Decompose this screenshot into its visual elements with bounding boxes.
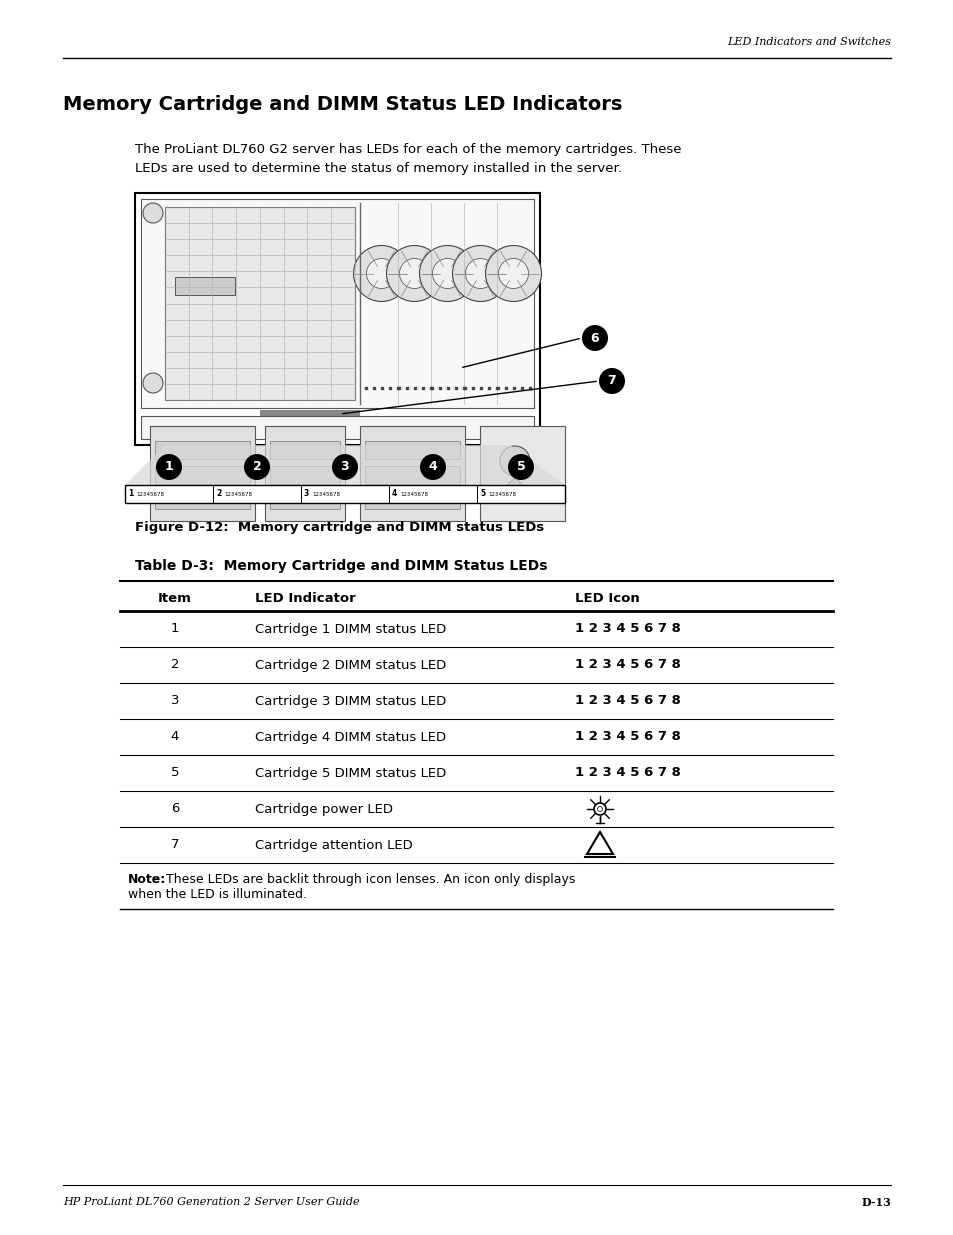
Text: Figure D-12:  Memory cartridge and DIMM status LEDs: Figure D-12: Memory cartridge and DIMM s… xyxy=(135,521,543,534)
Text: 1 2 3 4 5 6 7 8: 1 2 3 4 5 6 7 8 xyxy=(575,767,680,779)
Circle shape xyxy=(581,325,607,351)
Text: Item: Item xyxy=(158,592,192,604)
Text: 1: 1 xyxy=(171,622,179,636)
Bar xyxy=(359,426,464,521)
Circle shape xyxy=(452,246,508,301)
Bar xyxy=(165,207,355,400)
Text: 12345678: 12345678 xyxy=(224,492,252,496)
Text: Table D-3:  Memory Cartridge and DIMM Status LEDs: Table D-3: Memory Cartridge and DIMM Sta… xyxy=(135,559,547,573)
Bar xyxy=(141,416,534,438)
Circle shape xyxy=(597,806,602,811)
Text: 4: 4 xyxy=(428,461,436,473)
Circle shape xyxy=(485,246,541,301)
Bar xyxy=(265,426,345,521)
Text: 12345678: 12345678 xyxy=(399,492,428,496)
Text: Memory Cartridge and DIMM Status LED Indicators: Memory Cartridge and DIMM Status LED Ind… xyxy=(63,95,621,114)
Circle shape xyxy=(499,446,530,475)
Text: 3: 3 xyxy=(304,489,309,499)
Text: 7: 7 xyxy=(607,374,616,388)
Circle shape xyxy=(156,454,182,480)
Bar xyxy=(260,410,359,417)
Text: LED Icon: LED Icon xyxy=(575,592,639,604)
Circle shape xyxy=(419,454,446,480)
Text: 2: 2 xyxy=(253,461,261,473)
Text: Cartridge attention LED: Cartridge attention LED xyxy=(254,839,413,851)
Circle shape xyxy=(143,373,163,393)
Circle shape xyxy=(399,258,429,289)
Text: Cartridge 1 DIMM status LED: Cartridge 1 DIMM status LED xyxy=(254,622,446,636)
Bar xyxy=(270,441,339,459)
Text: LED Indicator: LED Indicator xyxy=(254,592,355,604)
Circle shape xyxy=(354,246,409,301)
Text: 3: 3 xyxy=(171,694,179,708)
Bar xyxy=(479,426,564,521)
Text: 4: 4 xyxy=(171,730,179,743)
Text: 3: 3 xyxy=(340,461,349,473)
Text: Note:: Note: xyxy=(128,873,166,885)
Circle shape xyxy=(498,258,528,289)
Polygon shape xyxy=(586,832,613,853)
Text: Cartridge 5 DIMM status LED: Cartridge 5 DIMM status LED xyxy=(254,767,446,779)
Text: Cartridge 2 DIMM status LED: Cartridge 2 DIMM status LED xyxy=(254,658,446,672)
Text: LEDs are used to determine the status of memory installed in the server.: LEDs are used to determine the status of… xyxy=(135,162,621,175)
Circle shape xyxy=(143,203,163,224)
Bar xyxy=(154,466,250,484)
Text: 6: 6 xyxy=(171,803,179,815)
Text: Cartridge 3 DIMM status LED: Cartridge 3 DIMM status LED xyxy=(254,694,446,708)
Bar xyxy=(270,466,339,484)
Text: 1 2 3 4 5 6 7 8: 1 2 3 4 5 6 7 8 xyxy=(575,658,680,672)
Bar xyxy=(365,492,459,509)
Text: HP ProLiant DL760 Generation 2 Server User Guide: HP ProLiant DL760 Generation 2 Server Us… xyxy=(63,1197,359,1207)
Text: Cartridge power LED: Cartridge power LED xyxy=(254,803,393,815)
Bar xyxy=(125,485,564,503)
Text: 2: 2 xyxy=(171,658,179,672)
Text: 4: 4 xyxy=(392,489,396,499)
Circle shape xyxy=(386,246,442,301)
Text: when the LED is illuminated.: when the LED is illuminated. xyxy=(128,888,307,902)
Bar xyxy=(365,466,459,484)
Text: 7: 7 xyxy=(171,839,179,851)
Circle shape xyxy=(507,454,534,480)
Text: 12345678: 12345678 xyxy=(136,492,164,496)
Bar xyxy=(150,426,254,521)
Text: 5: 5 xyxy=(171,767,179,779)
Text: 1 2 3 4 5 6 7 8: 1 2 3 4 5 6 7 8 xyxy=(575,622,680,636)
Text: D-13: D-13 xyxy=(861,1197,890,1208)
Polygon shape xyxy=(125,445,564,485)
Circle shape xyxy=(419,246,475,301)
Text: These LEDs are backlit through icon lenses. An icon only displays: These LEDs are backlit through icon lens… xyxy=(158,873,575,885)
Text: 5: 5 xyxy=(517,461,525,473)
Text: The ProLiant DL760 G2 server has LEDs for each of the memory cartridges. These: The ProLiant DL760 G2 server has LEDs fo… xyxy=(135,143,680,156)
Circle shape xyxy=(332,454,357,480)
Text: 5: 5 xyxy=(479,489,485,499)
Text: 1: 1 xyxy=(165,461,173,473)
Circle shape xyxy=(366,258,396,289)
Polygon shape xyxy=(499,478,530,492)
Circle shape xyxy=(598,368,624,394)
Text: 6: 6 xyxy=(590,331,598,345)
Bar xyxy=(174,277,234,295)
Text: 12345678: 12345678 xyxy=(488,492,516,496)
Text: LED Indicators and Switches: LED Indicators and Switches xyxy=(726,37,890,47)
Bar xyxy=(141,199,534,408)
Circle shape xyxy=(432,258,462,289)
Text: 1: 1 xyxy=(128,489,133,499)
Text: 1 2 3 4 5 6 7 8: 1 2 3 4 5 6 7 8 xyxy=(575,730,680,743)
Circle shape xyxy=(465,258,495,289)
Bar xyxy=(365,441,459,459)
Bar xyxy=(154,441,250,459)
Bar xyxy=(154,492,250,509)
Circle shape xyxy=(244,454,270,480)
Bar xyxy=(135,193,539,445)
Text: 1 2 3 4 5 6 7 8: 1 2 3 4 5 6 7 8 xyxy=(575,694,680,708)
Text: Cartridge 4 DIMM status LED: Cartridge 4 DIMM status LED xyxy=(254,730,446,743)
Text: 2: 2 xyxy=(215,489,221,499)
Bar xyxy=(270,492,339,509)
Text: 12345678: 12345678 xyxy=(312,492,339,496)
Circle shape xyxy=(594,803,605,815)
